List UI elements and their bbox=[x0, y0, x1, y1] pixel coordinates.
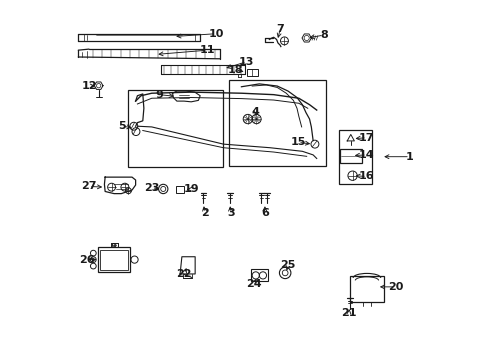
Text: 5: 5 bbox=[119, 121, 126, 131]
Bar bbox=[176, 186, 184, 193]
Text: 22: 22 bbox=[176, 269, 192, 279]
Text: 9: 9 bbox=[155, 90, 163, 100]
Text: 16: 16 bbox=[359, 171, 375, 181]
Text: 20: 20 bbox=[388, 282, 403, 292]
Text: 17: 17 bbox=[359, 133, 375, 143]
Text: 23: 23 bbox=[144, 183, 159, 193]
Bar bbox=[128, 90, 223, 167]
Text: 11: 11 bbox=[199, 45, 215, 55]
Bar bbox=[98, 247, 130, 272]
Text: 6: 6 bbox=[261, 208, 269, 218]
Text: 15: 15 bbox=[291, 138, 306, 147]
Text: 7: 7 bbox=[276, 24, 284, 35]
Text: 25: 25 bbox=[280, 260, 296, 270]
Text: 10: 10 bbox=[209, 29, 224, 39]
Text: 24: 24 bbox=[246, 279, 262, 289]
Text: 18: 18 bbox=[227, 64, 243, 75]
Text: 13: 13 bbox=[239, 57, 254, 67]
Bar bbox=[229, 80, 326, 166]
Text: 21: 21 bbox=[341, 309, 357, 318]
Text: 8: 8 bbox=[320, 30, 328, 40]
Text: 12: 12 bbox=[81, 81, 97, 91]
Text: 14: 14 bbox=[359, 150, 375, 160]
Text: 2: 2 bbox=[201, 208, 209, 218]
Bar bbox=[251, 269, 268, 282]
Text: 3: 3 bbox=[227, 208, 235, 218]
Bar bbox=[100, 249, 128, 270]
Bar bbox=[247, 69, 258, 76]
Text: 27: 27 bbox=[81, 181, 97, 192]
Bar bbox=[350, 276, 384, 302]
Bar bbox=[340, 149, 362, 163]
Text: 19: 19 bbox=[183, 184, 199, 194]
Bar bbox=[339, 130, 372, 184]
Text: 4: 4 bbox=[252, 107, 260, 117]
Text: 26: 26 bbox=[79, 255, 94, 265]
Text: 1: 1 bbox=[406, 152, 414, 162]
